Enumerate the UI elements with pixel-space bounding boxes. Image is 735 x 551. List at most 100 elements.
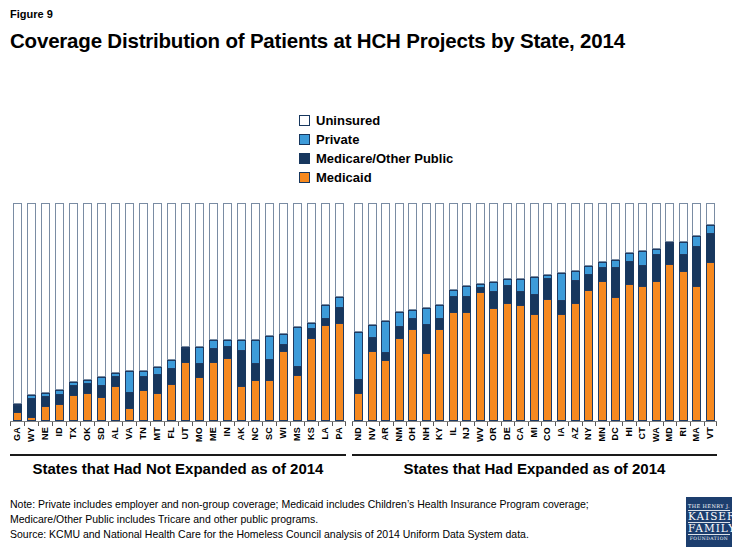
bar-KY [433, 203, 447, 421]
axis-ticks [10, 422, 346, 426]
segment-medicaid-MI [530, 314, 539, 421]
segment-medicaid-MA [692, 286, 701, 421]
segment-medicaid-ID [55, 404, 64, 421]
segment-medicare-other-public-IL [449, 297, 458, 312]
state-label-ID: ID [55, 427, 64, 437]
note-line-1: Note: Private includes employer and non-… [10, 497, 672, 512]
segment-medicare-other-public-NJ [462, 297, 471, 312]
segment-uninsured-NJ [462, 203, 471, 286]
segment-uninsured-MT [153, 203, 162, 367]
state-label-NE: NE [41, 427, 50, 440]
bar-NM [393, 203, 407, 421]
segment-medicare-other-public-ME [209, 349, 218, 362]
bar-VA [122, 203, 136, 421]
state-label-HI: HI [625, 427, 634, 437]
segment-medicaid-HI [625, 284, 634, 421]
page-title: Coverage Distribution of Patients at HCH… [10, 29, 732, 53]
segment-uninsured-NC [251, 203, 260, 340]
state-label-cell: WY [24, 427, 38, 452]
segment-medicare-other-public-CO [543, 279, 552, 299]
segment-medicare-other-public-MN [598, 268, 607, 281]
segment-uninsured-AZ [571, 203, 580, 271]
segment-uninsured-VT [706, 203, 715, 225]
state-label-cell: AL [108, 427, 122, 452]
legend-label: Medicaid [316, 170, 372, 185]
segment-medicare-other-public-OH [408, 319, 417, 330]
bar-KS [304, 203, 318, 421]
state-label-IA: IA [557, 427, 566, 437]
segment-medicaid-GA [13, 412, 22, 421]
state-label-cell: AZ [568, 427, 582, 452]
segment-medicaid-MS [293, 375, 302, 421]
segment-medicare-other-public-WY [27, 399, 36, 416]
bar-LA [318, 203, 332, 421]
state-label-IL: IL [449, 427, 458, 436]
segment-medicare-other-public-TN [139, 377, 148, 390]
state-label-cell: KY [433, 427, 447, 452]
segment-medicaid-KS [307, 338, 316, 421]
bar-MN [595, 203, 609, 421]
segment-uninsured-SC [265, 203, 274, 336]
segment-private-WI [279, 334, 288, 345]
bar-MO [192, 203, 206, 421]
state-label-cell: RI [676, 427, 690, 452]
segment-medicare-other-public-AK [237, 351, 246, 386]
segment-medicare-other-public-FL [167, 369, 176, 384]
state-label-cell: MI [528, 427, 542, 452]
bar-RI [676, 203, 690, 421]
bars-area-not-expanded [10, 203, 346, 422]
legend-item-private: Private [299, 130, 453, 149]
segment-uninsured-MD [665, 203, 674, 242]
segment-uninsured-DE [503, 203, 512, 279]
state-label-cell: ND [352, 427, 366, 452]
segment-medicaid-SD [97, 397, 106, 421]
state-label-cell: CT [636, 427, 650, 452]
state-label-cell: ID [52, 427, 66, 452]
segment-private-AK [237, 340, 246, 351]
state-label-TX: TX [69, 427, 78, 439]
state-label-cell: NY [582, 427, 596, 452]
segment-medicaid-CA [516, 305, 525, 421]
state-label-cell: NJ [460, 427, 474, 452]
segment-medicare-other-public-MA [692, 247, 701, 286]
segment-uninsured-WV [476, 203, 485, 284]
bar-OK [80, 203, 94, 421]
state-label-KY: KY [435, 427, 444, 440]
segment-medicaid-MD [665, 264, 674, 421]
state-label-UT: UT [181, 427, 190, 440]
state-label-NM: NM [395, 427, 404, 442]
state-label-VT: VT [706, 427, 715, 439]
segment-uninsured-IA [557, 203, 566, 273]
bar-IA [555, 203, 569, 421]
segment-medicare-other-public-AZ [571, 281, 580, 303]
bar-IL [447, 203, 461, 421]
segment-private-OH [408, 310, 417, 319]
segment-uninsured-SD [97, 203, 106, 377]
segment-uninsured-MS [293, 203, 302, 327]
bar-ME [206, 203, 220, 421]
bar-WI [276, 203, 290, 421]
segment-medicare-other-public-MI [530, 295, 539, 315]
state-label-cell: IA [555, 427, 569, 452]
segment-private-NJ [462, 286, 471, 297]
segment-uninsured-NY [584, 203, 593, 266]
segment-uninsured-DC [611, 203, 620, 260]
segment-private-IA [557, 273, 566, 301]
segment-medicaid-OK [83, 393, 92, 421]
state-label-AZ: AZ [571, 427, 580, 440]
segment-medicare-other-public-ND [354, 380, 363, 393]
legend-label: Medicare/Other Public [316, 151, 453, 166]
segment-medicare-other-public-ID [55, 395, 64, 404]
state-label-cell: NH [420, 427, 434, 452]
segment-private-MO [195, 347, 204, 364]
segment-uninsured-MO [195, 203, 204, 347]
segment-medicaid-CO [543, 299, 552, 421]
state-label-cell: NV [366, 427, 380, 452]
segment-medicare-other-public-OR [489, 292, 498, 307]
segment-medicaid-IA [557, 314, 566, 421]
bar-MD [663, 203, 677, 421]
segment-uninsured-IL [449, 203, 458, 290]
segment-private-PA [335, 297, 344, 308]
state-label-WI: WI [279, 427, 288, 439]
segment-uninsured-MI [530, 203, 539, 277]
